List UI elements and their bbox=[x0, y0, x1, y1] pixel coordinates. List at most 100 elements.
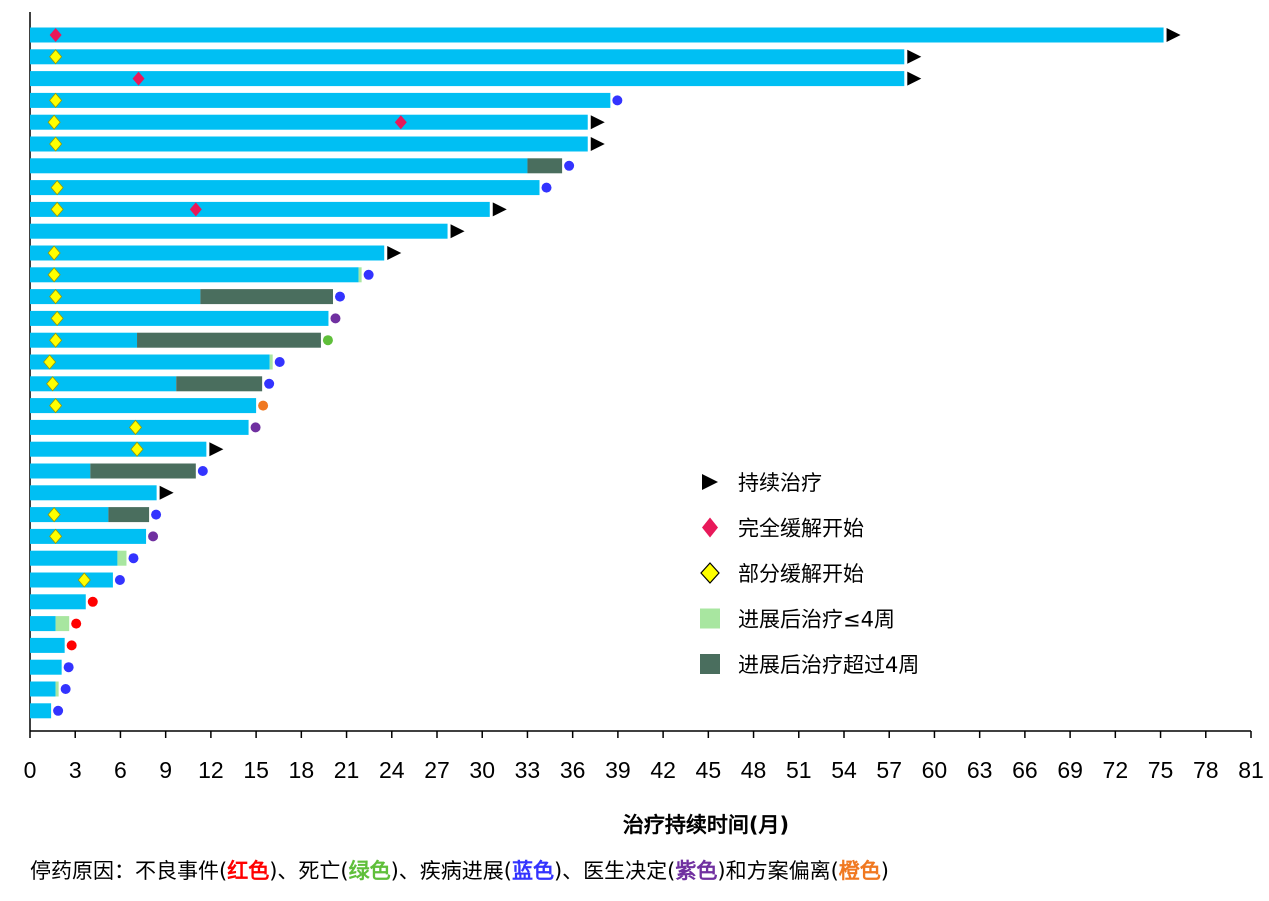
treatment-bar bbox=[30, 310, 329, 326]
ongoing-arrow bbox=[907, 71, 922, 86]
partial-response-diamond bbox=[46, 376, 60, 392]
partial-response-diamond bbox=[49, 136, 63, 152]
treatment-bar bbox=[30, 114, 588, 130]
partial-response-diamond bbox=[49, 49, 63, 65]
treatment-bar bbox=[30, 507, 109, 523]
stop-reason-dot bbox=[87, 596, 98, 607]
x-tick-label: 57 bbox=[876, 757, 902, 783]
footnote-prefix: 停药原因：不良事件( bbox=[30, 859, 228, 883]
x-tick-label: 75 bbox=[1148, 757, 1174, 783]
footnote-pd-color: 蓝色 bbox=[511, 859, 554, 883]
treatment-bar bbox=[30, 289, 201, 305]
partial-response-diamond bbox=[130, 441, 144, 457]
stop-reason-dot bbox=[330, 313, 341, 324]
partial-response-diamond bbox=[47, 506, 61, 523]
treatment-bar bbox=[30, 637, 65, 653]
treatment-bar bbox=[30, 180, 540, 196]
treatment-bar bbox=[30, 485, 157, 501]
ongoing-arrow bbox=[1166, 28, 1181, 42]
x-tick-label: 18 bbox=[289, 757, 315, 783]
treatment-bar bbox=[30, 158, 528, 174]
stop-reason-dot bbox=[60, 684, 71, 694]
stop-reason-dot bbox=[63, 662, 74, 673]
x-axis-title: 治疗持续时间(月) bbox=[623, 813, 789, 837]
partial-response-diamond bbox=[47, 267, 61, 283]
ongoing-arrow bbox=[590, 137, 605, 151]
ongoing-arrow bbox=[159, 485, 174, 500]
bars-layer bbox=[30, 27, 1164, 719]
partial-response-diamond bbox=[47, 114, 61, 130]
treatment-bar bbox=[30, 681, 56, 697]
treatment-bar bbox=[30, 376, 177, 392]
legend-post-long-swatch bbox=[700, 654, 720, 674]
x-tick-label: 51 bbox=[786, 757, 812, 783]
footnote: 停药原因：不良事件(红色)、死亡(绿色)、疾病进展(蓝色)、医生决定(紫色)和方… bbox=[30, 855, 889, 885]
markers-layer bbox=[43, 28, 1181, 716]
stop-reason-dot bbox=[258, 400, 269, 411]
stop-reason-dot bbox=[334, 291, 345, 302]
stop-reason-dot bbox=[322, 335, 333, 346]
treatment-bar bbox=[30, 528, 147, 544]
post-progression-long-bar bbox=[176, 376, 263, 392]
x-tick-label: 72 bbox=[1103, 757, 1129, 783]
x-tick-label: 15 bbox=[243, 757, 269, 783]
post-progression-long-bar bbox=[137, 332, 321, 348]
partial-response-diamond bbox=[49, 288, 63, 305]
legend-label: 持续治疗 bbox=[738, 471, 822, 495]
post-progression-long-bar bbox=[527, 158, 563, 174]
x-tick-label: 12 bbox=[198, 757, 224, 783]
x-tick-label: 42 bbox=[650, 757, 676, 783]
legend-post-short-swatch bbox=[700, 608, 720, 629]
x-tick-label: 78 bbox=[1193, 757, 1219, 783]
legend-label: 进展后治疗≤4周 bbox=[738, 608, 895, 632]
ongoing-arrow bbox=[492, 202, 507, 217]
treatment-bar bbox=[30, 332, 138, 348]
x-tick-label: 81 bbox=[1238, 757, 1264, 783]
ongoing-arrow bbox=[387, 246, 402, 260]
legend-cr-diamond bbox=[702, 517, 718, 538]
ongoing-arrow bbox=[209, 442, 224, 457]
stop-reason-dot bbox=[53, 705, 64, 716]
post-progression-long-bar bbox=[108, 507, 150, 523]
footnote-ae-color: 红色 bbox=[227, 859, 270, 883]
treatment-bar bbox=[30, 223, 448, 239]
complete-response-diamond bbox=[189, 202, 202, 217]
partial-response-diamond bbox=[50, 179, 64, 196]
treatment-bar bbox=[30, 92, 611, 108]
post-progression-short-bar bbox=[55, 616, 70, 632]
x-tick-label: 45 bbox=[696, 757, 722, 783]
footnote-sep-3: )、医生决定( bbox=[553, 859, 676, 883]
post-progression-short-bar bbox=[117, 550, 127, 566]
ongoing-arrow bbox=[907, 49, 922, 64]
treatment-bar bbox=[30, 71, 905, 87]
partial-response-diamond bbox=[50, 201, 64, 218]
footnote-death-color: 绿色 bbox=[348, 859, 391, 883]
x-tick-label: 6 bbox=[114, 757, 127, 783]
treatment-bar bbox=[30, 703, 52, 719]
treatment-bar bbox=[30, 398, 257, 414]
stop-reason-dot bbox=[363, 269, 374, 280]
x-tick-label: 69 bbox=[1057, 757, 1083, 783]
partial-response-diamond bbox=[49, 92, 63, 109]
treatment-bar bbox=[30, 267, 359, 283]
post-progression-long-bar bbox=[90, 463, 196, 479]
legend-label: 进展后治疗超过4周 bbox=[738, 653, 919, 677]
treatment-bar bbox=[30, 659, 62, 675]
legend-label: 部分缓解开始 bbox=[738, 562, 864, 586]
x-tick-label: 24 bbox=[379, 757, 405, 783]
stop-reason-dot bbox=[274, 357, 285, 367]
post-progression-short-bar bbox=[269, 354, 273, 370]
complete-response-diamond bbox=[132, 71, 145, 86]
treatment-bar bbox=[30, 616, 56, 632]
complete-response-diamond bbox=[394, 115, 407, 130]
post-progression-short-bar bbox=[358, 267, 362, 283]
partial-response-diamond bbox=[43, 354, 57, 370]
complete-response-diamond bbox=[49, 28, 62, 42]
x-axis: 0 3 6 9 12 15 18 21 24 27 30 33 36 39 42 45 48 51 54 57 60 63… bbox=[24, 730, 1264, 783]
x-tick-label: 48 bbox=[741, 757, 767, 783]
post-progression-long-bar bbox=[200, 289, 333, 305]
treatment-bar bbox=[30, 27, 1164, 43]
x-tick-label: 60 bbox=[922, 757, 948, 783]
